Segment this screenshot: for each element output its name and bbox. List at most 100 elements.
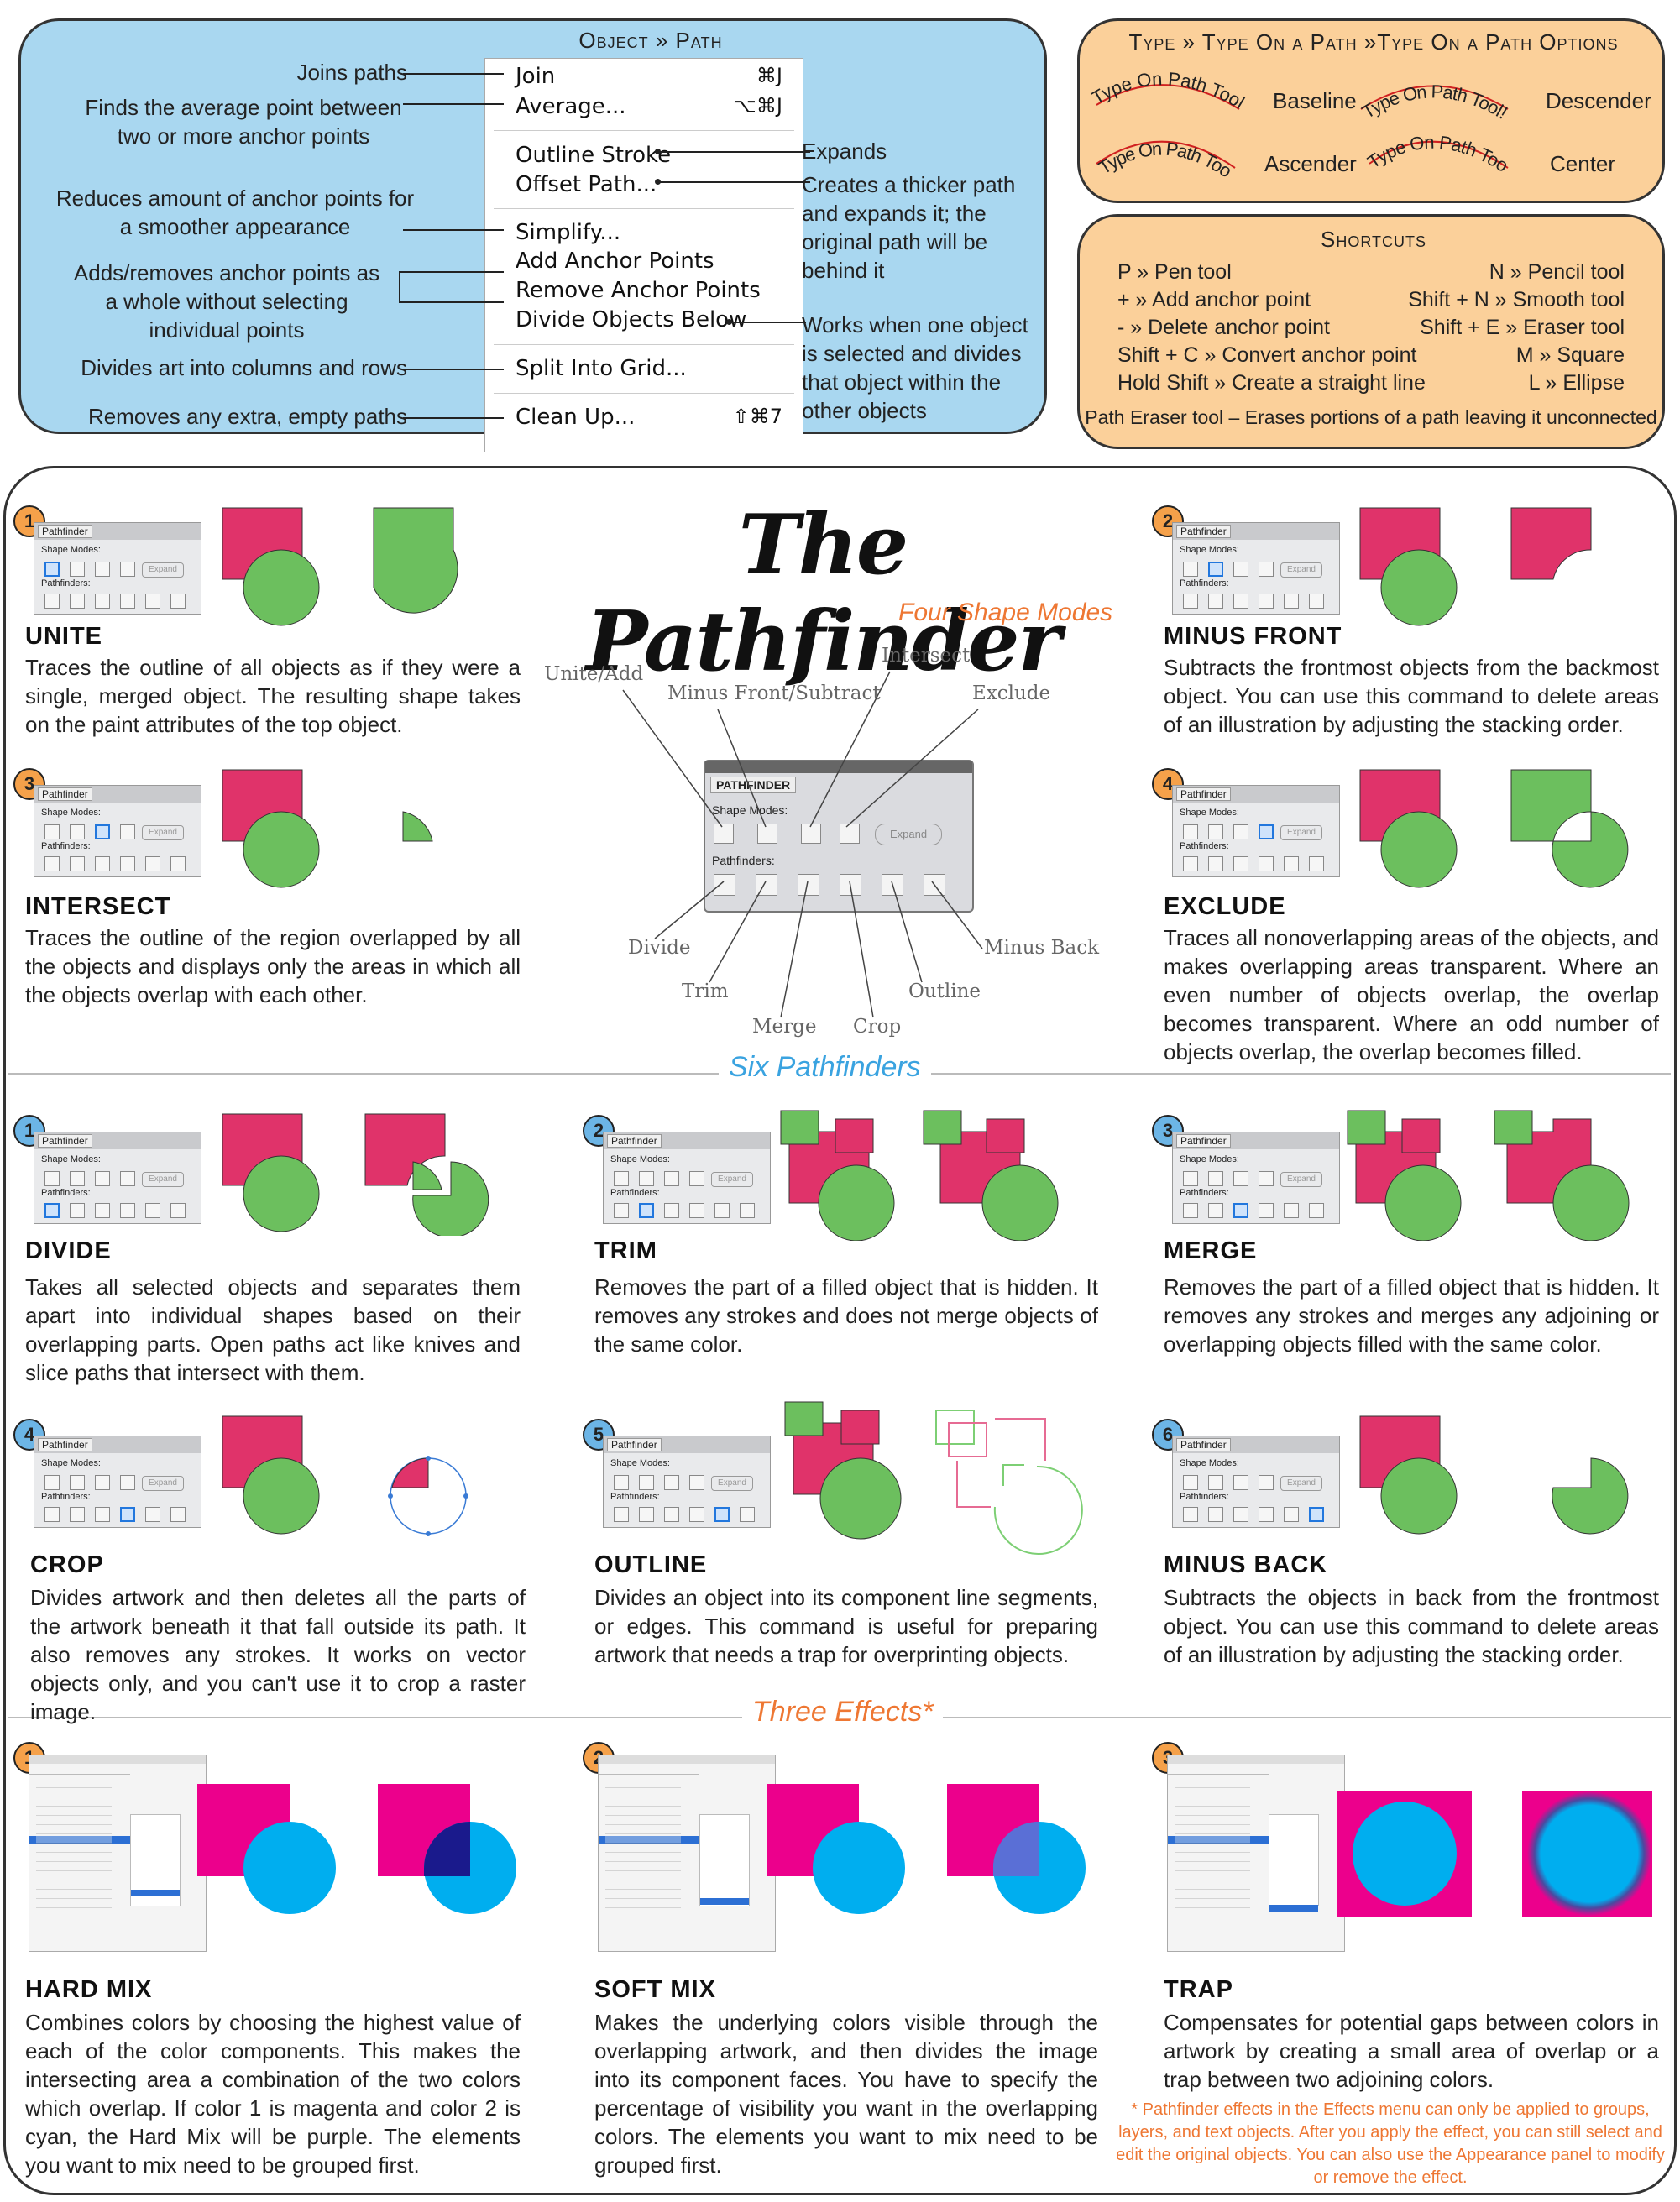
menu-item-offset-path[interactable]: Offset Path...	[516, 172, 657, 197]
mini-panel-tab[interactable]: Pathfinder	[38, 1134, 92, 1148]
divide-button[interactable]	[1183, 856, 1198, 871]
minus-back-button[interactable]	[1309, 856, 1324, 871]
outline-button[interactable]	[145, 594, 160, 609]
outline-button[interactable]	[1284, 1507, 1299, 1522]
exclude-button[interactable]	[1259, 562, 1274, 577]
exclude-button[interactable]	[1259, 1171, 1274, 1186]
divide-button[interactable]	[44, 594, 60, 609]
divide-button[interactable]	[1183, 1507, 1198, 1522]
unite-button[interactable]	[1183, 1475, 1198, 1490]
menu-item-outline-stroke[interactable]: Outline Stroke	[516, 143, 672, 168]
minus-front-button[interactable]	[639, 1171, 654, 1186]
minus-back-button[interactable]	[1309, 594, 1324, 609]
exclude-button[interactable]	[120, 562, 135, 577]
trim-button[interactable]	[70, 1507, 85, 1522]
intersect-button[interactable]	[95, 1475, 110, 1490]
unite-button[interactable]	[714, 824, 734, 844]
mini-panel-tab[interactable]: Pathfinder	[1176, 1438, 1231, 1451]
minus-front-button[interactable]	[639, 1475, 654, 1490]
merge-button[interactable]	[1233, 856, 1248, 871]
trim-button[interactable]	[639, 1203, 654, 1218]
expand-button[interactable]: Expand	[142, 1476, 184, 1491]
outline-button[interactable]	[714, 1203, 730, 1218]
minus-back-button[interactable]	[740, 1507, 755, 1522]
exclude-button[interactable]	[120, 1171, 135, 1186]
expand-button[interactable]: Expand	[1280, 1476, 1322, 1491]
trim-button[interactable]	[70, 1203, 85, 1218]
unite-button[interactable]	[1183, 1171, 1198, 1186]
merge-button[interactable]	[798, 874, 819, 896]
minus-front-button[interactable]	[1208, 824, 1223, 839]
trim-button[interactable]	[1208, 1203, 1223, 1218]
merge-button[interactable]	[1233, 594, 1248, 609]
menu-item-simplify[interactable]: Simplify...	[516, 220, 621, 245]
outline-button[interactable]	[882, 874, 903, 896]
merge-button[interactable]	[95, 1507, 110, 1522]
divide-button[interactable]	[44, 856, 60, 871]
expand-button[interactable]: Expand	[875, 824, 942, 845]
expand-button[interactable]: Expand	[1280, 825, 1322, 840]
exclude-button[interactable]	[120, 824, 135, 839]
crop-button[interactable]	[840, 874, 861, 896]
unite-button[interactable]	[1183, 562, 1198, 577]
minus-back-button[interactable]	[170, 594, 186, 609]
menu-item-split-grid[interactable]: Split Into Grid...	[516, 356, 687, 381]
expand-button[interactable]: Expand	[711, 1172, 753, 1187]
minus-front-button[interactable]	[1208, 1171, 1223, 1186]
unite-button[interactable]	[614, 1475, 629, 1490]
mini-panel-tab[interactable]: Pathfinder	[1176, 787, 1231, 801]
expand-button[interactable]: Expand	[1280, 1172, 1322, 1187]
expand-button[interactable]: Expand	[711, 1476, 753, 1491]
unite-button[interactable]	[1183, 824, 1198, 839]
minus-front-button[interactable]	[70, 824, 85, 839]
unite-button[interactable]	[44, 824, 60, 839]
crop-button[interactable]	[1259, 1507, 1274, 1522]
unite-button[interactable]	[44, 562, 60, 577]
minus-front-button[interactable]	[70, 562, 85, 577]
menu-item-clean-up[interactable]: Clean Up...	[516, 405, 636, 430]
crop-button[interactable]	[689, 1507, 704, 1522]
menu-item-add-anchor[interactable]: Add Anchor Points	[516, 248, 714, 274]
menu-item-join[interactable]: Join	[516, 64, 556, 89]
divide-button[interactable]	[44, 1507, 60, 1522]
exclude-button[interactable]	[1259, 1475, 1274, 1490]
crop-button[interactable]	[120, 594, 135, 609]
unite-button[interactable]	[614, 1171, 629, 1186]
intersect-button[interactable]	[95, 562, 110, 577]
mini-panel-tab[interactable]: Pathfinder	[607, 1438, 662, 1451]
intersect-button[interactable]	[95, 1171, 110, 1186]
minus-back-button[interactable]	[740, 1203, 755, 1218]
exclude-button[interactable]	[689, 1475, 704, 1490]
minus-front-button[interactable]	[70, 1475, 85, 1490]
menu-item-remove-anchor[interactable]: Remove Anchor Points	[516, 278, 761, 303]
expand-button[interactable]: Expand	[142, 1172, 184, 1187]
minus-front-button[interactable]	[1208, 562, 1223, 577]
outline-button[interactable]	[145, 1203, 160, 1218]
merge-button[interactable]	[95, 1203, 110, 1218]
minus-front-button[interactable]	[1208, 1475, 1223, 1490]
divide-button[interactable]	[614, 1507, 629, 1522]
merge-button[interactable]	[95, 594, 110, 609]
divide-button[interactable]	[44, 1203, 60, 1218]
mini-panel-tab[interactable]: Pathfinder	[607, 1134, 662, 1148]
minus-back-button[interactable]	[1309, 1203, 1324, 1218]
trim-button[interactable]	[70, 594, 85, 609]
intersect-button[interactable]	[664, 1475, 679, 1490]
minus-back-button[interactable]	[1309, 1507, 1324, 1522]
outline-button[interactable]	[714, 1507, 730, 1522]
unite-button[interactable]	[44, 1475, 60, 1490]
trim-button[interactable]	[1208, 856, 1223, 871]
intersect-button[interactable]	[95, 824, 110, 839]
mini-panel-tab[interactable]: Pathfinder	[38, 1438, 92, 1451]
expand-button[interactable]: Expand	[142, 562, 184, 578]
intersect-button[interactable]	[1233, 824, 1248, 839]
merge-button[interactable]	[1233, 1203, 1248, 1218]
menu-item-average[interactable]: Average...	[516, 94, 626, 119]
outline-button[interactable]	[145, 1507, 160, 1522]
intersect-button[interactable]	[1233, 1475, 1248, 1490]
crop-button[interactable]	[120, 856, 135, 871]
crop-button[interactable]	[120, 1203, 135, 1218]
crop-button[interactable]	[689, 1203, 704, 1218]
divide-button[interactable]	[714, 874, 735, 896]
menu-item-divide-below[interactable]: Divide Objects Below	[516, 307, 747, 332]
